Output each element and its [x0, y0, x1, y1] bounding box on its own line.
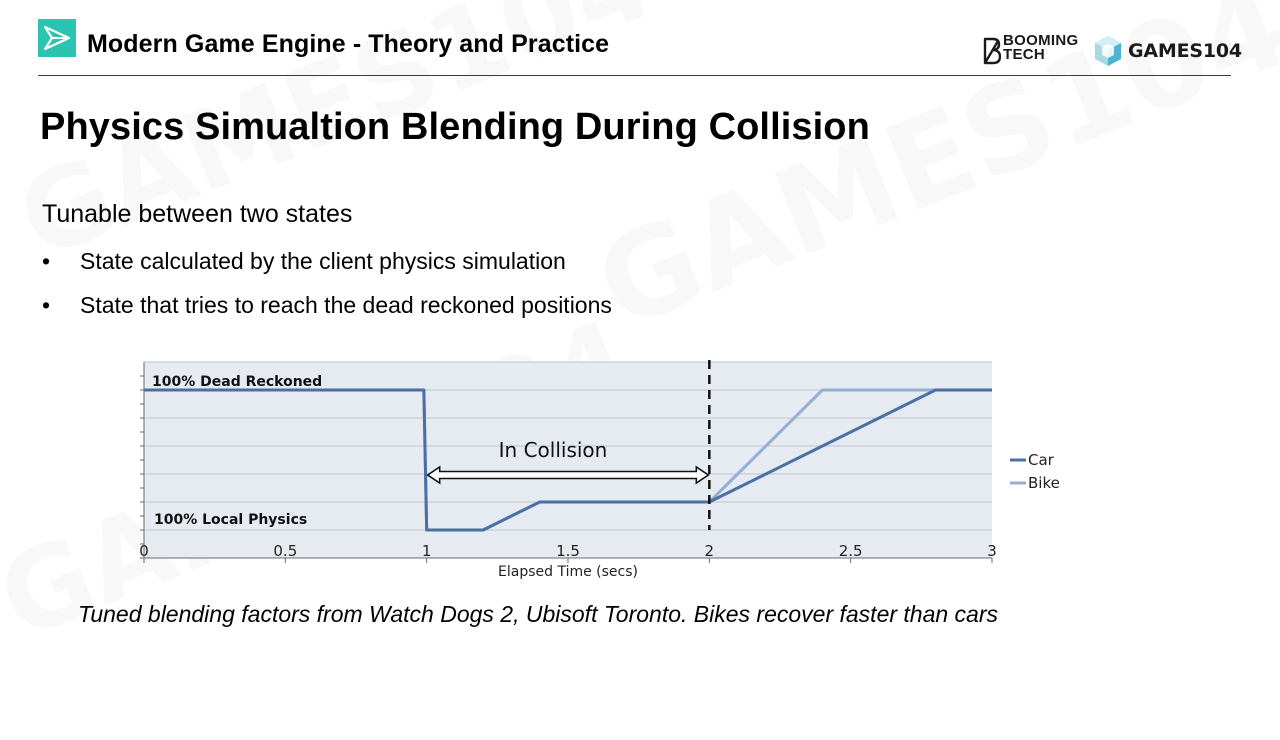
- lead-text: Tunable between two states: [42, 200, 353, 228]
- header-divider: [38, 75, 1231, 76]
- series-line-car: [144, 388, 992, 532]
- x-tick-label: 3: [987, 542, 997, 560]
- legend-label-bike: Bike: [1028, 474, 1060, 492]
- course-title: Modern Game Engine - Theory and Practice: [87, 30, 610, 58]
- legend-label-car: Car: [1028, 451, 1055, 469]
- dead-reckoned-label: 100% Dead Reckoned: [152, 374, 322, 390]
- x-tick-label: 2.5: [839, 542, 863, 560]
- figure-caption: Tuned blending factors from Watch Dogs 2…: [78, 601, 999, 627]
- local-physics-label: 100% Local Physics: [154, 512, 307, 528]
- collision-range-arrow: [426, 465, 710, 485]
- booming-tech-logo: BOOMING TECH: [983, 32, 1083, 68]
- x-tick-label: 1.5: [556, 542, 580, 560]
- bullet-dot: •: [42, 248, 51, 274]
- x-tick-label: 1: [422, 542, 432, 560]
- course-logo-icon: [38, 19, 76, 57]
- bullet-dot: •: [42, 292, 51, 318]
- games104-cube-icon: [1095, 36, 1121, 66]
- plot-area: [144, 362, 992, 558]
- bullet-text: State that tries to reach the dead recko…: [80, 292, 612, 318]
- x-tick-label: 2: [705, 542, 715, 560]
- games104-brand: GAMES104: [1128, 40, 1242, 62]
- booming-b-icon: [983, 37, 1001, 65]
- x-axis-title: Elapsed Time (secs): [498, 564, 638, 580]
- slide-title: Physics Simualtion Blending During Colli…: [40, 106, 870, 148]
- bullet-text: State calculated by the client physics s…: [80, 248, 566, 274]
- booming-line2: TECH: [1003, 46, 1046, 63]
- x-tick-label: 0: [139, 542, 149, 560]
- booming-line1: BOOMING: [1003, 32, 1079, 49]
- collision-label: In Collision: [499, 438, 608, 462]
- x-tick-label: 0.5: [273, 542, 297, 560]
